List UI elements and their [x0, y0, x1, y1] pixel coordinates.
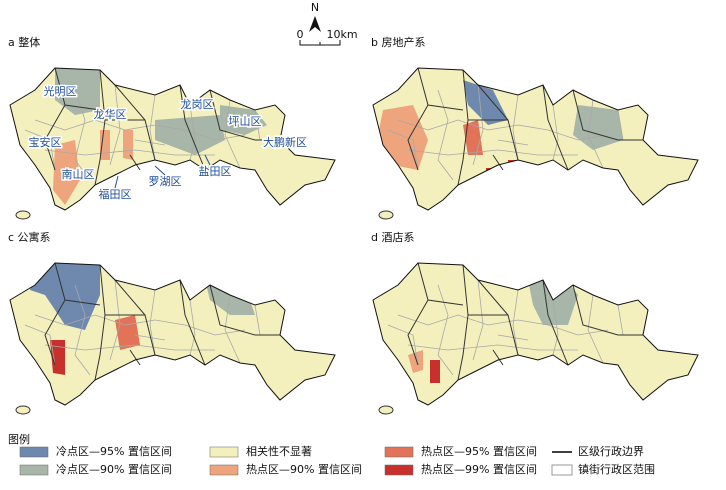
district-label: 福田区 [99, 187, 132, 201]
panel-label: b 房地产系 [371, 35, 425, 49]
hotspot-area [463, 80, 508, 125]
legend-swatch [19, 446, 49, 458]
legend-label: 相关性不显著 [246, 444, 312, 458]
scale-bar: 0 10km [297, 28, 358, 46]
hotspot-area [55, 68, 100, 115]
hotspot-area [145, 363, 151, 369]
legend: 图例 冷点区—95% 置信区间 相关性不显著 热点区—95% 置信区间 区级行政边界冷… [8, 432, 655, 476]
legend-swatch [384, 446, 414, 458]
legend-label: 区级行政边界 [578, 444, 644, 458]
district-label: 龙华区 [94, 107, 127, 121]
district-label: 盐田区 [199, 165, 232, 178]
legend-swatch [384, 464, 414, 476]
map [372, 262, 699, 415]
pointer [114, 154, 211, 189]
hotspot-area [123, 130, 133, 160]
legend-label: 热点区—90% 置信区间 [246, 463, 362, 476]
legend-swatch [19, 464, 49, 476]
district-label: 大鹏新区 [263, 135, 307, 149]
legend-title: 图例 [8, 432, 30, 446]
panel-label: d 酒店系 [371, 230, 414, 244]
legend-swatch [551, 464, 573, 476]
panel-label: a 整体 [8, 35, 40, 49]
scale-start: 0 [297, 28, 304, 41]
legend-label: 热点区—95% 置信区间 [421, 445, 537, 458]
legend-label: 热点区—99% 置信区间 [421, 463, 537, 476]
hotspot-area [50, 340, 65, 375]
map [372, 67, 699, 220]
legend-label: 镇街行政区范围 [578, 462, 655, 476]
district-label: 坪山区 [229, 115, 262, 128]
legend-swatch [209, 464, 239, 476]
hotspot-area [140, 163, 150, 172]
scale-end: 10km [326, 28, 357, 41]
hotspot-area [53, 140, 80, 205]
district-label: 光明区 [44, 84, 77, 98]
north-label: N [311, 1, 319, 14]
north-arrow: N [309, 1, 321, 32]
district-label: 龙岗区 [181, 98, 214, 111]
hotspot-area [155, 115, 225, 155]
map [9, 262, 336, 415]
district-label: 南山区 [62, 168, 95, 181]
panel-label: c 公寓系 [8, 230, 51, 244]
district-label: 罗湖区 [149, 175, 182, 188]
legend-label: 冷点区—95% 置信区间 [56, 445, 172, 458]
hotspot-area [408, 350, 423, 373]
hotspot-area [493, 365, 503, 373]
legend-items: 冷点区—95% 置信区间 相关性不显著 热点区—95% 置信区间 区级行政边界冷点区—… [19, 444, 655, 476]
hotspot-area [430, 360, 440, 383]
legend-swatch [209, 446, 239, 458]
district-label: 宝安区 [29, 135, 62, 149]
hotspot-area [30, 263, 100, 330]
legend-label: 冷点区—90% 置信区间 [56, 463, 172, 476]
